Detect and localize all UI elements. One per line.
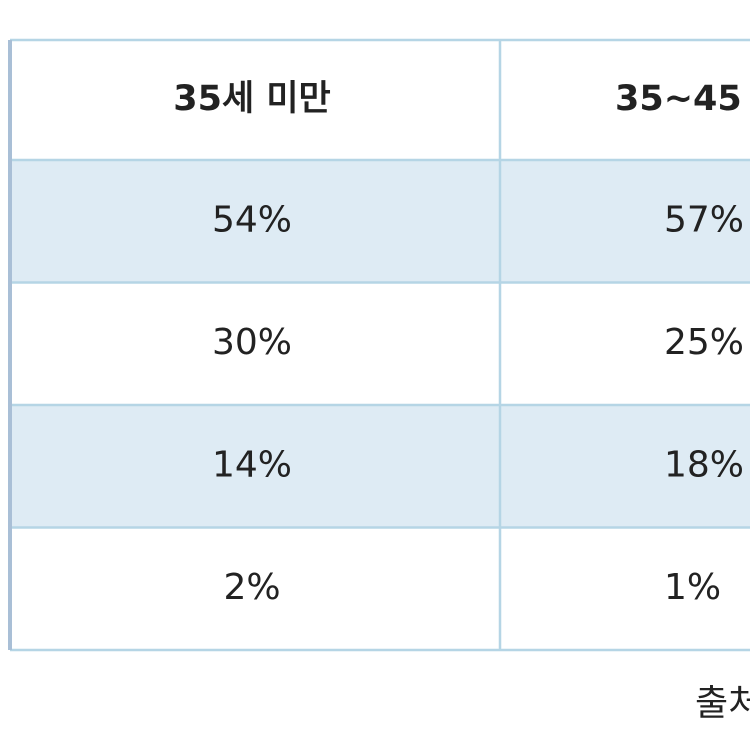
table-cell: 25% (664, 322, 744, 363)
table-cell: 1% (664, 567, 721, 608)
row-background (10, 160, 750, 283)
row-background (10, 405, 750, 528)
row-background (10, 527, 750, 650)
table-cell: 30% (212, 322, 292, 363)
table-cell: 2% (223, 567, 280, 608)
row-background (10, 282, 750, 405)
source-note: 출처 (695, 683, 750, 724)
table-cell: 18% (664, 444, 744, 485)
header-cell: 35세 미만 (173, 79, 331, 119)
table-cell: 14% (212, 444, 292, 485)
table-cell: 54% (212, 199, 292, 240)
header-cell: 35~45 (615, 79, 742, 119)
table-cell: 57% (664, 199, 744, 240)
